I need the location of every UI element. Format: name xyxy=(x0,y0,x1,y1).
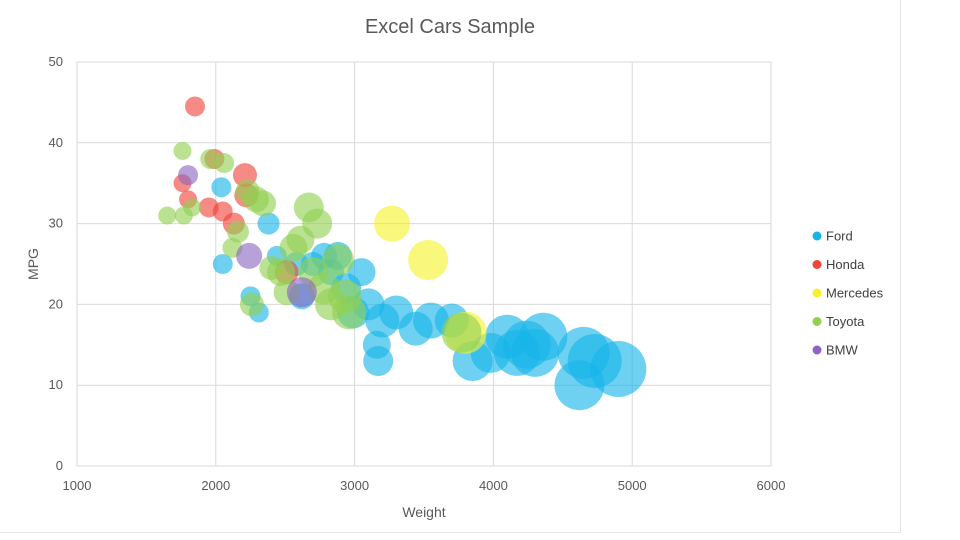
x-tick-label: 1000 xyxy=(63,478,92,493)
bubble-point xyxy=(173,141,192,160)
y-tick-label: 10 xyxy=(49,377,63,392)
bubble-point xyxy=(236,242,263,269)
bubble-point xyxy=(178,165,199,186)
x-tick-label: 4000 xyxy=(479,478,508,493)
chart-area xyxy=(0,0,901,533)
bubble-layer xyxy=(158,96,647,411)
legend-marker xyxy=(812,345,822,355)
y-tick-label: 40 xyxy=(49,135,63,150)
legend-marker xyxy=(812,288,822,298)
legend-label: Toyota xyxy=(826,314,865,329)
bubble-point xyxy=(239,292,264,317)
legend-label: Mercedes xyxy=(826,286,884,301)
bubble-point xyxy=(184,96,205,117)
bubble-point xyxy=(408,239,449,280)
bubble-point xyxy=(267,258,296,287)
axes: 0 10 20 30 40 50 1000 2000 3000 4000 5000 6000 xyxy=(49,54,786,493)
legend-label: BMW xyxy=(826,343,859,358)
bubble-point xyxy=(441,312,482,353)
bubble-point xyxy=(321,243,354,276)
bubble-point xyxy=(286,277,317,308)
bubble-point xyxy=(332,295,367,330)
bubble-point xyxy=(363,345,394,376)
legend: Ford Honda Mercedes Toyota BMW xyxy=(812,229,884,358)
x-tick-label: 3000 xyxy=(340,478,369,493)
bubble-point xyxy=(211,177,232,198)
bubble-point xyxy=(183,198,202,217)
bubble-point xyxy=(302,208,333,239)
y-tick-label: 0 xyxy=(56,458,63,473)
bubble-point xyxy=(590,341,647,398)
bubble-point xyxy=(249,190,276,217)
bubble-point xyxy=(214,153,235,173)
bubble-point xyxy=(257,212,280,235)
bubble-point xyxy=(347,258,376,287)
y-tick-label: 30 xyxy=(49,216,63,231)
legend-label: Honda xyxy=(826,257,865,272)
y-tick-label: 20 xyxy=(49,296,63,311)
bubble-point xyxy=(374,205,411,242)
legend-marker xyxy=(812,317,822,326)
legend-marker xyxy=(812,231,822,241)
bubble-point xyxy=(212,254,233,274)
y-axis-title: MPG xyxy=(25,248,41,280)
legend-marker xyxy=(812,260,822,269)
x-tick-label: 5000 xyxy=(618,478,647,493)
bubble-point xyxy=(519,312,568,361)
y-tick-label: 50 xyxy=(49,54,63,69)
x-tick-label: 6000 xyxy=(757,478,786,493)
bubble-point xyxy=(227,220,250,243)
gridlines xyxy=(76,61,772,467)
x-tick-label: 2000 xyxy=(201,478,230,493)
chart-title: Excel Cars Sample xyxy=(364,16,536,38)
legend-label: Ford xyxy=(826,229,853,244)
series-bmw xyxy=(178,165,317,308)
bubble-point xyxy=(158,206,177,225)
x-axis-title: Weight xyxy=(402,504,445,520)
